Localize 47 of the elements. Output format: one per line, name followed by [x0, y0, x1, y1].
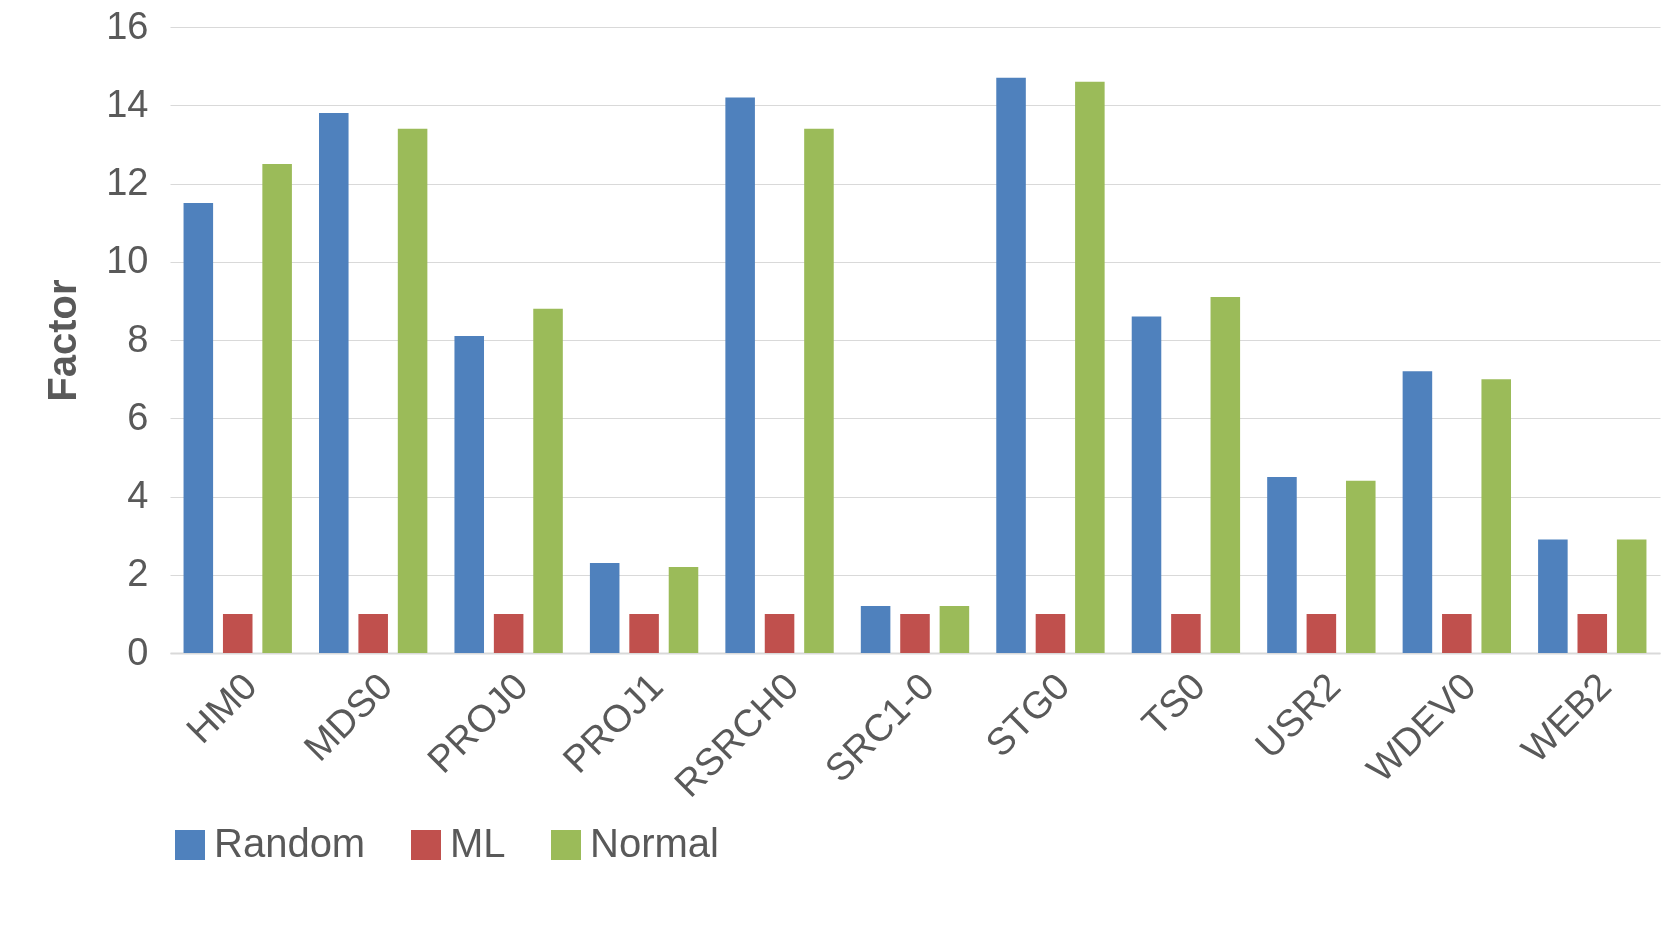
bar — [764, 613, 795, 653]
bar — [1577, 613, 1608, 653]
bar — [262, 163, 292, 653]
bar — [454, 336, 485, 653]
x-tick-label: TS0 — [1133, 664, 1213, 744]
y-tick-label: 14 — [106, 82, 149, 125]
bar — [1035, 613, 1066, 653]
y-tick-label: 12 — [106, 161, 149, 203]
bar — [900, 613, 930, 653]
bar — [358, 613, 388, 653]
bar — [804, 128, 834, 653]
bar — [1075, 81, 1105, 653]
bar — [1481, 379, 1511, 653]
bar — [1210, 296, 1241, 653]
y-axis-title: Factor — [40, 279, 85, 402]
bar — [1171, 613, 1201, 653]
y-tick-label: 4 — [127, 474, 149, 516]
y-tick-label: 10 — [106, 239, 149, 282]
bar — [1402, 371, 1433, 653]
bar — [860, 606, 891, 653]
bar — [629, 613, 659, 653]
bar — [1442, 613, 1472, 653]
bar — [397, 128, 428, 653]
bar — [668, 566, 699, 653]
bar — [939, 606, 970, 653]
bar — [589, 563, 620, 653]
y-tick-label: 6 — [127, 395, 149, 438]
bar — [533, 308, 563, 653]
bar — [1538, 539, 1568, 653]
bar — [996, 77, 1026, 653]
y-tick-label: 0 — [127, 630, 149, 673]
y-tick-label: 8 — [127, 317, 149, 360]
bar — [183, 203, 214, 653]
bar — [1306, 613, 1337, 653]
bar — [1131, 316, 1162, 653]
bar — [493, 613, 524, 653]
y-tick-label: 16 — [106, 4, 149, 47]
bar — [1267, 476, 1297, 653]
bar — [319, 113, 349, 653]
y-tick-label: 2 — [127, 552, 149, 595]
bar — [1616, 539, 1647, 653]
bar — [725, 97, 755, 653]
bar — [222, 613, 253, 653]
legend-label: Random — [214, 821, 366, 865]
legend-label: Normal — [590, 821, 719, 865]
bar — [1345, 480, 1376, 653]
legend-label: ML — [450, 821, 506, 865]
